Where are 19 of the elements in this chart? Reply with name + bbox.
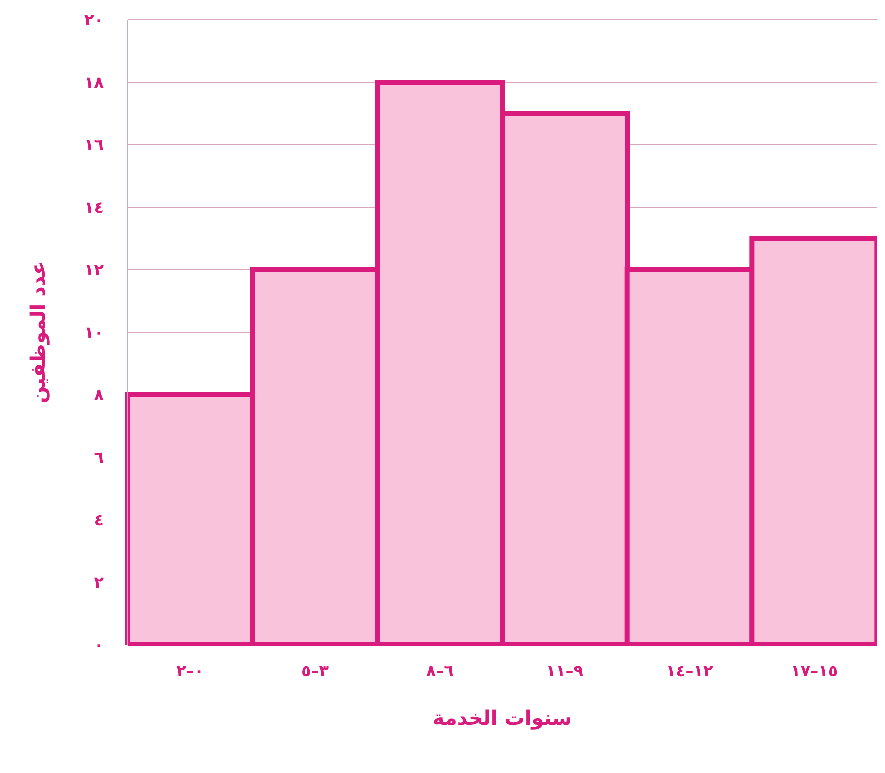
y-tick-label: ٢٠ [84,10,104,30]
y-tick-label: ١٠ [84,323,104,342]
y-tick-label: ٤ [94,510,104,530]
y-tick-label: ١٨ [84,73,104,92]
y-tick-label: ٢ [94,573,104,592]
x-tick-label: ٦–٨ [426,661,454,680]
y-tick-label: ٦ [94,448,104,468]
y-tick-label: ١٢ [84,260,104,280]
y-axis-title: عدد الموظفين [26,261,50,404]
y-tick-label: ١٤ [84,198,104,218]
y-tick-label: ٠ [94,636,104,655]
x-axis-title: سنوات الخدمة [432,706,572,730]
x-tick-label: ٠–٢ [176,661,204,680]
y-tick-label: ١٦ [84,136,104,155]
x-tick-label: ٩–١١ [546,661,584,680]
x-tick-label: ٣–٥ [301,661,330,680]
x-tick-label: ١٥–١٧ [791,661,838,680]
y-tick-label: ٨ [94,386,104,405]
x-tick-label: ١٢–١٤ [666,661,714,680]
